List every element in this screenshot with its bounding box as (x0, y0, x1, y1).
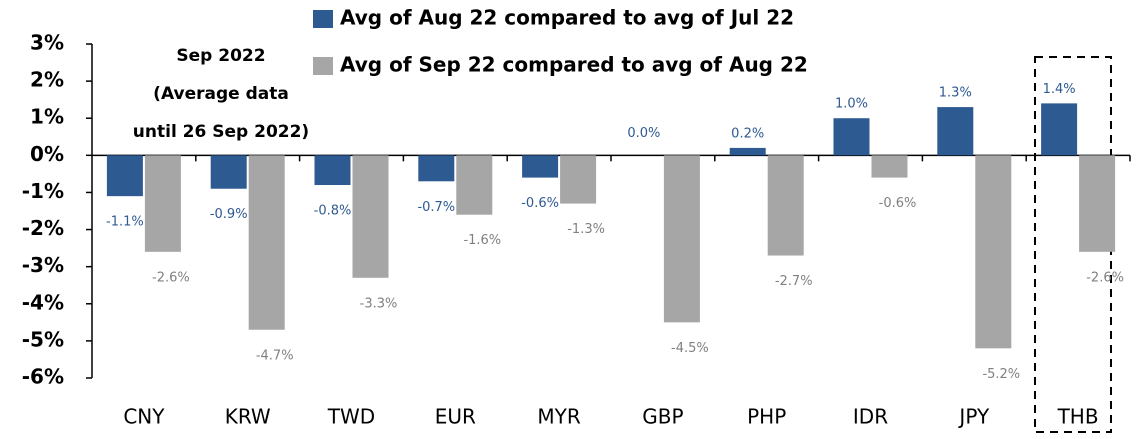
bar (1079, 155, 1116, 252)
value-label: -0.7% (417, 200, 455, 215)
value-label: 1.4% (1043, 82, 1076, 97)
bar (418, 155, 455, 182)
value-label: -2.6% (152, 270, 190, 285)
value-label: -0.9% (210, 207, 248, 222)
y-tick-label: -3% (22, 253, 64, 277)
x-tick-label: TWD (327, 405, 375, 429)
y-tick-label: -4% (22, 290, 64, 314)
value-label: -4.7% (256, 348, 294, 363)
value-label: 0.0% (627, 126, 660, 141)
value-label: -2.6% (1086, 270, 1124, 285)
value-label: -1.6% (463, 233, 501, 248)
value-label: -1.3% (567, 222, 605, 237)
y-tick-label: -1% (22, 179, 64, 203)
y-tick-label: -2% (22, 216, 64, 240)
value-label: 0.2% (731, 126, 764, 141)
bar (106, 155, 143, 197)
legend-swatch (313, 57, 333, 75)
bar (560, 155, 597, 204)
bar (975, 155, 1012, 349)
annotation: Sep 2022 (176, 46, 265, 66)
bar (456, 155, 493, 215)
highlight-box (1034, 56, 1112, 433)
x-tick-label: GBP (642, 405, 683, 429)
bar (729, 147, 766, 156)
bar (767, 155, 804, 256)
y-tick-label: -5% (22, 327, 64, 351)
bar (210, 155, 247, 189)
y-tick-label: 2% (30, 68, 64, 92)
y-tick-label: 1% (30, 105, 64, 129)
value-label: -2.7% (775, 274, 813, 289)
x-tick-label: EUR (435, 405, 476, 429)
value-label: -0.6% (879, 196, 917, 211)
legend-label: Avg of Aug 22 compared to avg of Jul 22 (340, 6, 794, 30)
bar (314, 155, 351, 186)
value-label: 1.0% (835, 97, 868, 112)
bar (871, 155, 908, 178)
bar (833, 118, 870, 156)
x-tick-label: PHP (747, 405, 786, 429)
x-tick-label: IDR (853, 405, 888, 429)
bar (1041, 103, 1078, 156)
y-tick-label: -6% (22, 365, 64, 389)
x-tick-label: MYR (537, 405, 580, 429)
value-label: -5.2% (982, 367, 1020, 382)
bar (663, 155, 700, 323)
value-label: -0.8% (314, 204, 352, 219)
annotation: until 26 Sep 2022) (133, 122, 309, 142)
value-label: -0.6% (521, 196, 559, 211)
value-label: -3.3% (360, 296, 398, 311)
bar (352, 155, 389, 278)
x-tick-label: CNY (123, 405, 165, 429)
bar (144, 155, 181, 252)
value-label: 1.3% (939, 86, 972, 101)
legend-swatch (313, 10, 333, 28)
bar (248, 155, 285, 330)
x-tick-label: THB (1057, 405, 1099, 429)
x-tick-label: KRW (225, 405, 271, 429)
annotation: (Average data (153, 84, 289, 104)
value-label: -4.5% (671, 341, 709, 356)
legend-label: Avg of Sep 22 compared to avg of Aug 22 (340, 53, 808, 77)
x-tick-label: JPY (957, 405, 990, 429)
y-tick-label: 3% (30, 31, 64, 55)
bar (522, 155, 559, 178)
bar (937, 107, 974, 156)
y-tick-label: 0% (30, 142, 64, 166)
value-label: -1.1% (106, 215, 144, 230)
